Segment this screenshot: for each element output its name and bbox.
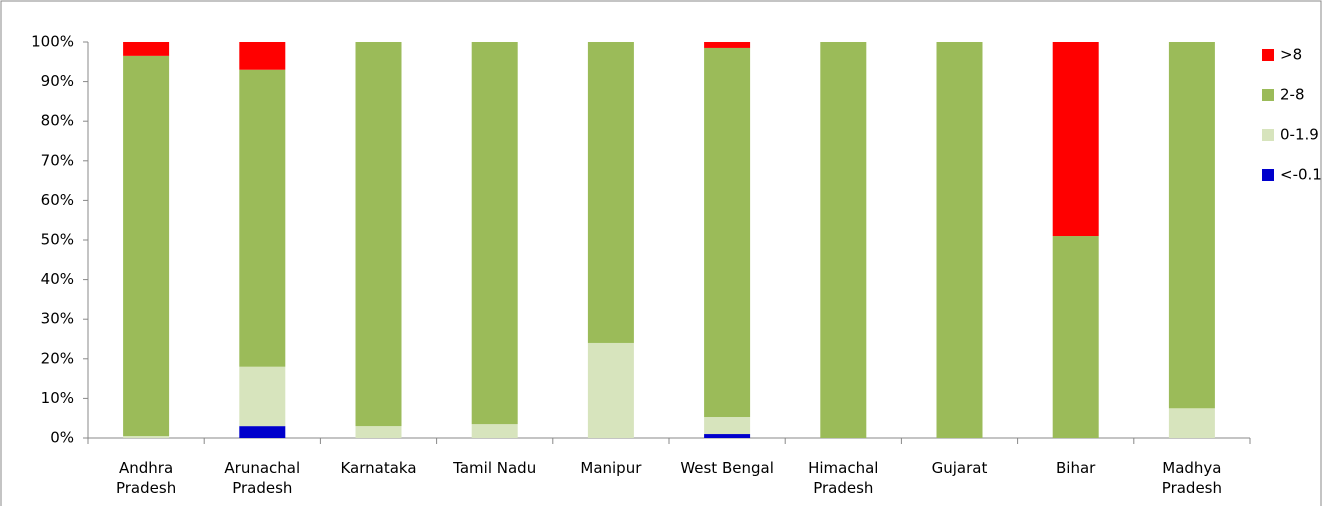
legend-swatch xyxy=(1262,129,1274,141)
bar-segment xyxy=(355,426,402,438)
legend-swatch xyxy=(1262,49,1274,61)
legend-label: >8 xyxy=(1280,46,1302,64)
bar-segment xyxy=(704,47,751,418)
x-tick-label: Manipur xyxy=(580,459,642,477)
x-tick-label: Madhya Pradesh xyxy=(1161,459,1222,497)
x-tick-label: Tamil Nadu xyxy=(453,459,537,477)
bar-segment xyxy=(123,42,170,56)
bar-segment xyxy=(1052,236,1099,438)
y-tick-label: 80% xyxy=(41,112,74,130)
y-tick-label: 100% xyxy=(31,33,74,51)
legend-label: <-0.1 xyxy=(1280,166,1322,184)
bar-segment xyxy=(471,42,518,425)
y-tick-label: 50% xyxy=(41,231,74,249)
y-tick-label: 40% xyxy=(41,270,74,288)
y-tick-label: 70% xyxy=(41,151,74,169)
bar-segment xyxy=(471,424,518,438)
x-tick-label: West Bengal xyxy=(680,459,774,477)
bar-segment xyxy=(239,426,286,438)
x-tick-label: Andhra Pradesh xyxy=(115,459,177,497)
bar-segment xyxy=(239,69,286,367)
bar-segment xyxy=(1168,408,1215,438)
bar-segment xyxy=(123,436,170,438)
x-tick-label: Himachal Pradesh xyxy=(808,459,879,497)
x-tick-label: Bihar xyxy=(1056,459,1096,477)
bar-segment xyxy=(239,42,286,70)
x-tick-label: Karnataka xyxy=(340,459,417,477)
legend-swatch xyxy=(1262,89,1274,101)
bar-segment xyxy=(1168,42,1215,409)
bar-segment xyxy=(239,366,286,427)
bar-segment xyxy=(587,342,634,438)
bar-segment xyxy=(704,434,751,438)
x-tick-label: Arunachal Pradesh xyxy=(224,459,301,497)
bar-segment xyxy=(587,42,634,343)
bar-segment xyxy=(936,42,983,438)
bar-segment xyxy=(123,55,170,437)
bar-segment xyxy=(1052,42,1099,237)
y-tick-label: 20% xyxy=(41,349,74,367)
legend-label: 0-1.9 xyxy=(1280,126,1319,144)
bar-segment xyxy=(355,42,402,427)
y-tick-label: 90% xyxy=(41,72,74,90)
legend-label: 2-8 xyxy=(1280,86,1305,104)
bar-segment xyxy=(704,417,751,435)
bar-segment xyxy=(704,42,751,48)
y-tick-label: 10% xyxy=(41,389,74,407)
x-tick-label: Gujarat xyxy=(931,459,988,477)
y-tick-label: 60% xyxy=(41,191,74,209)
legend-swatch xyxy=(1262,169,1274,181)
bar-segment xyxy=(820,42,867,438)
y-tick-label: 0% xyxy=(50,429,74,447)
y-tick-label: 30% xyxy=(41,310,74,328)
